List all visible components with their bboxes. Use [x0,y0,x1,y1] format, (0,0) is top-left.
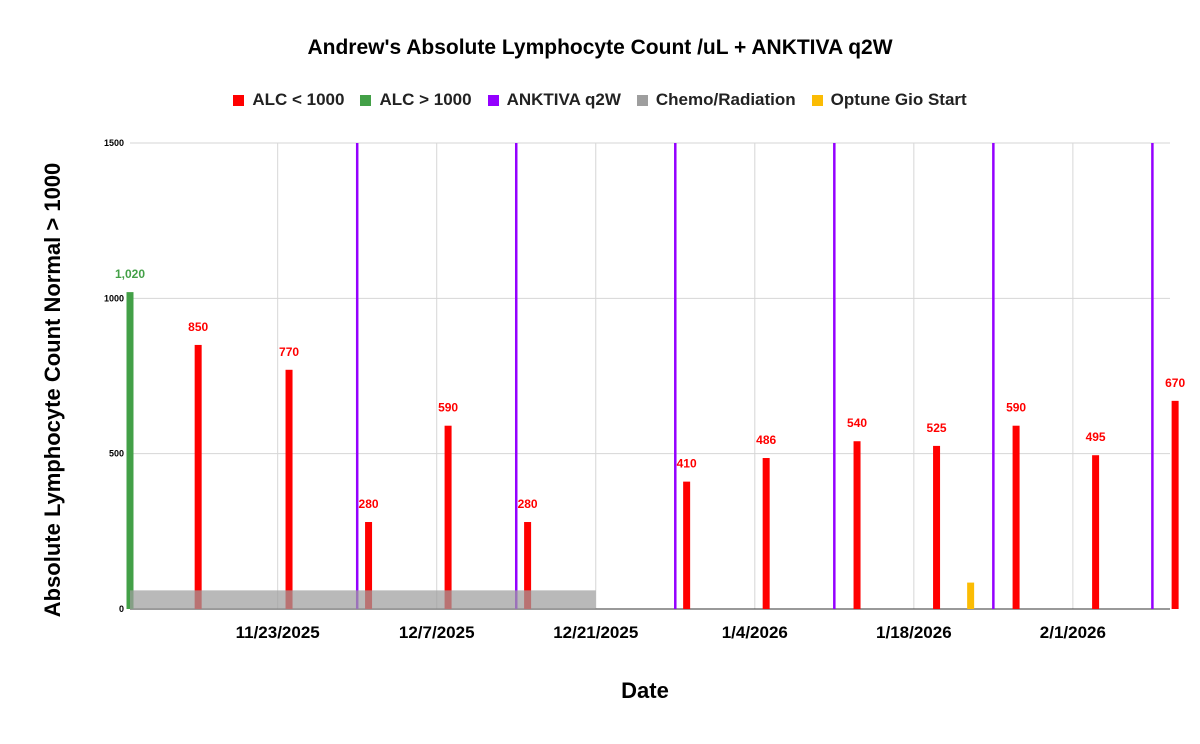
legend-item-chemo-radiation[interactable]: Chemo/Radiation [636,90,796,110]
bar-data-label: 850 [188,320,208,334]
y-tick-label: 1500 [104,138,124,148]
y-tick-label: 0 [119,604,124,614]
chart-title: Andrew's Absolute Lymphocyte Count /uL +… [307,36,893,59]
legend-label-anktiva: ANKTIVA q2W [506,90,621,109]
alc-low-bar [683,481,691,609]
bar-data-label: 410 [677,457,697,471]
legend-swatch-chemo-radiation [636,94,648,106]
alc-low-bar [1171,400,1179,609]
bar-data-label: 540 [847,416,867,430]
x-tick-label: 1/18/2026 [876,623,952,642]
x-axis-title: Date [621,678,669,703]
legend-swatch-anktiva [487,94,499,106]
legend-label-chemo-radiation: Chemo/Radiation [655,90,796,109]
bar-data-label: 1,020 [115,267,145,281]
alc-low-bar [1012,425,1020,609]
legend-item-alc-high[interactable]: ALC > 1000 [360,90,472,110]
chart-legend: ALC < 1000 ALC > 1000 ANKTIVA q2W Chemo/… [0,90,1200,110]
x-tick-label: 12/21/2025 [553,623,638,642]
alc-low-bar [444,425,452,609]
bar-data-label: 590 [1006,401,1026,415]
chemo-radiation-bar [130,590,596,609]
bar-data-label: 525 [927,421,947,435]
alc-low-bar [524,522,532,609]
x-tick-label: 2/1/2026 [1040,623,1106,642]
alc-low-bar [933,445,941,609]
bar-data-label: 770 [279,345,299,359]
alc-high-bar [126,292,134,609]
optune-gio-start-bar [967,582,975,609]
legend-item-alc-low[interactable]: ALC < 1000 [233,90,344,110]
y-tick-label: 1000 [104,293,124,303]
legend-swatch-optune [811,94,823,106]
bar-data-label: 486 [756,433,776,447]
legend-swatch-alc-high [360,94,372,106]
alc-low-bar [285,369,293,609]
alc-low-bar [194,344,202,609]
legend-label-optune: Optune Gio Start [830,90,967,109]
alc-low-bar [762,458,770,609]
legend-swatch-alc-low [233,94,245,106]
legend-item-optune[interactable]: Optune Gio Start [811,90,967,110]
bar-data-label: 280 [518,497,538,511]
x-tick-label: 1/4/2026 [722,623,788,642]
alc-low-bar [1092,455,1100,609]
legend-item-anktiva[interactable]: ANKTIVA q2W [487,90,621,110]
bar-data-label: 670 [1165,376,1185,390]
y-tick-label: 500 [109,449,124,459]
x-tick-label: 11/23/2025 [236,623,320,642]
legend-label-alc-high: ALC > 1000 [379,90,472,109]
x-tick-label: 12/7/2025 [399,623,475,642]
bar-data-label: 280 [359,497,379,511]
legend-label-alc-low: ALC < 1000 [252,90,345,109]
alc-low-bar [853,441,861,609]
alc-low-bar [365,522,373,609]
bar-data-label: 495 [1086,430,1106,444]
bar-data-label: 590 [438,401,458,415]
